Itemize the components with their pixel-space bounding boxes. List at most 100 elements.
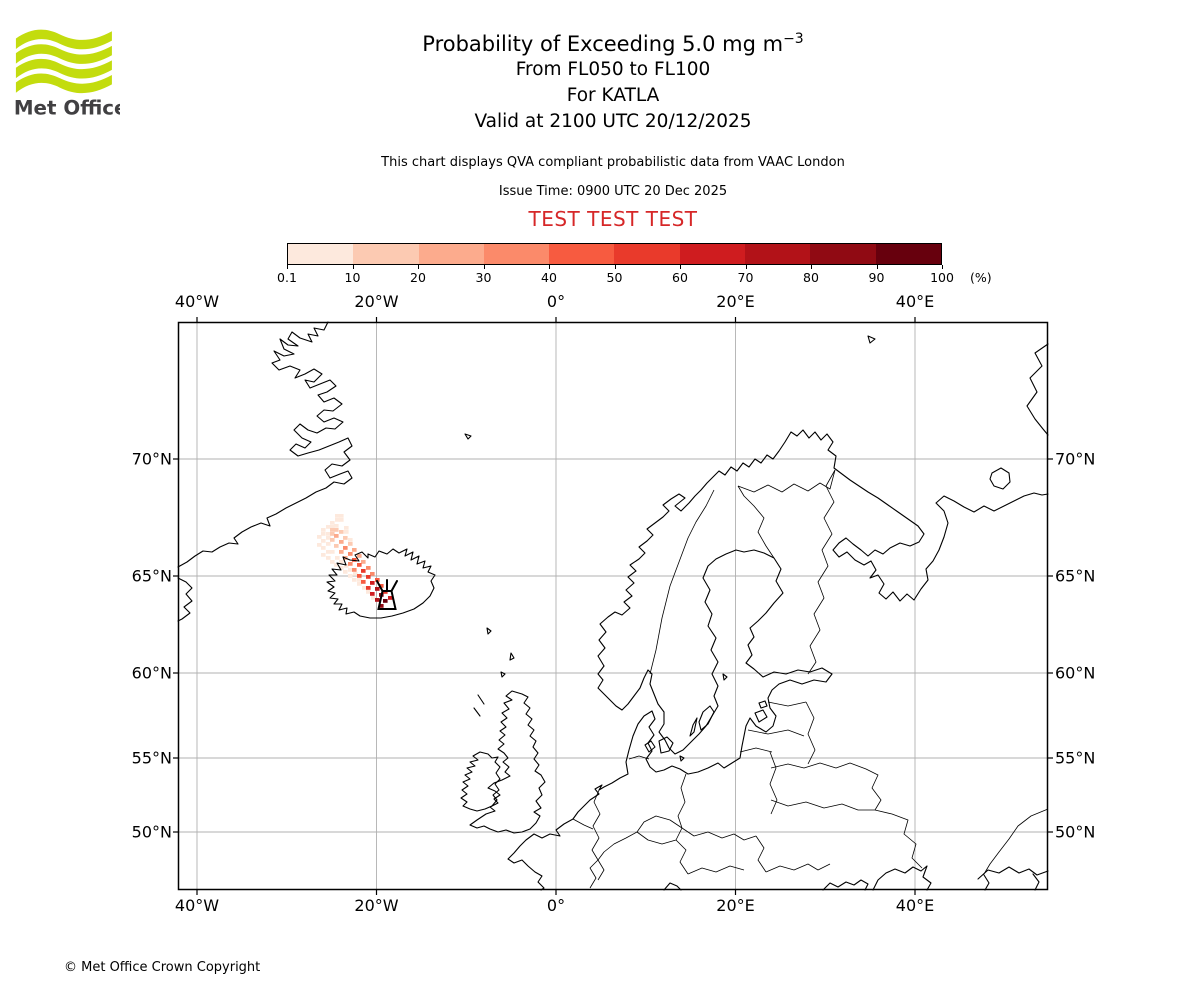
plume-cell [348, 562, 353, 566]
logo-wave [15, 73, 112, 94]
plume-cell [330, 538, 335, 542]
colorbar-tick-label: 100 [930, 270, 954, 285]
plume-cell [344, 530, 349, 534]
coast-adriatic-head [663, 882, 682, 891]
colorbar-tick [811, 265, 812, 269]
map-panel [173, 317, 1053, 895]
plume-cell [339, 560, 344, 564]
plume-cell [339, 540, 344, 544]
coast-shetland [509, 652, 515, 661]
plume-cell [343, 536, 348, 540]
y-tick-label-right: 65°N [1055, 566, 1096, 586]
y-tick-label-right: 70°N [1055, 449, 1096, 469]
plume-cell [366, 586, 371, 590]
copyright-notice: © Met Office Crown Copyright [64, 960, 261, 975]
plume-cell [357, 563, 362, 567]
border-poland-germany [677, 773, 687, 829]
colorbar-unit-label: (%) [970, 270, 992, 285]
plume-cell [379, 584, 384, 588]
plume-cell [343, 546, 348, 550]
colorbar-tick-label: 90 [868, 270, 885, 285]
border-alps [589, 831, 689, 889]
plume-cell [330, 532, 335, 536]
plume-cell [366, 566, 371, 570]
colorbar-tick-label: 40 [541, 270, 557, 285]
coast-saaremaa [754, 709, 768, 723]
colorbar-segment [679, 244, 746, 264]
valid-time-subtitle: Valid at 2100 UTC 20/12/2025 [474, 111, 752, 132]
coast-orkney [500, 671, 506, 678]
plume-cell [370, 572, 375, 576]
coast-azov-crimea [872, 865, 932, 891]
title-block: Probability of Exceeding 5.0 mg m−3 From… [213, 26, 1013, 231]
plume-cell [339, 566, 344, 570]
y-tick-label-right: 60°N [1055, 663, 1096, 683]
plume-cell [335, 518, 340, 522]
colorbar-tick [680, 265, 681, 269]
colorbar-segment [614, 244, 680, 264]
plume-cell [361, 580, 366, 584]
plume-cell [371, 596, 376, 600]
colorbar-tick [614, 265, 616, 269]
x-tick-label-top: 0° [546, 292, 566, 311]
plume-cell [357, 582, 362, 586]
x-tick-label-top: 40°W [174, 292, 220, 311]
x-tick-label-bottom: 20°W [354, 896, 399, 915]
coast-aland [722, 673, 728, 681]
plume-cell [339, 530, 344, 534]
plume-cell [326, 532, 331, 536]
colorbar-segment [745, 244, 811, 264]
y-tick-label-left: 55°N [131, 748, 172, 768]
plume-cell [334, 528, 339, 532]
plume-cell [344, 526, 349, 530]
plume-cell [352, 568, 357, 572]
coast-novaya-zemlya [1026, 343, 1049, 436]
colorbar-tick-label: 10 [344, 270, 361, 285]
plume-cell [335, 556, 340, 560]
plume-cell [348, 552, 353, 556]
logo-wave [15, 29, 112, 50]
colorbar-segment [288, 244, 354, 264]
colorbar-tick-label: 60 [672, 270, 688, 285]
coast-arctic-island [867, 335, 876, 344]
coast-greenland [177, 321, 353, 568]
plume-cell [366, 590, 371, 594]
test-banner: TEST TEST TEST [528, 207, 698, 231]
y-tick-label-right: 50°N [1055, 822, 1096, 842]
border-belgium-france [572, 818, 594, 830]
plume-cell [326, 542, 331, 546]
plume-cell [383, 599, 388, 603]
plume-cell [361, 560, 366, 564]
coast-kolguyev [989, 467, 1011, 490]
volcano-subtitle: For KATLA [566, 85, 660, 106]
border-czechia [636, 815, 683, 845]
plume-cell [334, 563, 339, 567]
plume-cell [352, 548, 357, 552]
coast-greenland-south [177, 577, 193, 622]
plume-cell [330, 560, 335, 564]
border-romania [765, 863, 831, 873]
plume-cell [334, 544, 339, 548]
plume-cell [375, 578, 380, 582]
colorbar-segment [875, 244, 941, 264]
colorbar-tick-label: 20 [410, 270, 426, 285]
x-tick-label-bottom: 40°W [174, 896, 220, 915]
plume-cell [352, 558, 357, 562]
plume-cell [321, 539, 326, 543]
logo-text: Met Office [14, 97, 120, 120]
coast-oland [689, 717, 698, 737]
y-tick-label-right: 55°N [1055, 748, 1096, 768]
border-poland-east [769, 751, 778, 815]
plume-cell [334, 534, 339, 538]
x-tick-label-bottom: 0° [546, 896, 566, 915]
plume-cell [348, 568, 353, 572]
met-office-waves-icon: Met Office [14, 29, 127, 120]
plume-cell [361, 569, 366, 573]
plume-cell [330, 528, 335, 532]
border-denmark-germany [628, 755, 650, 760]
colorbar-tick [942, 265, 943, 269]
coast-black-sea [822, 879, 869, 891]
coastlines [177, 321, 1049, 891]
qva-note: This chart displays QVA compliant probab… [381, 155, 845, 170]
